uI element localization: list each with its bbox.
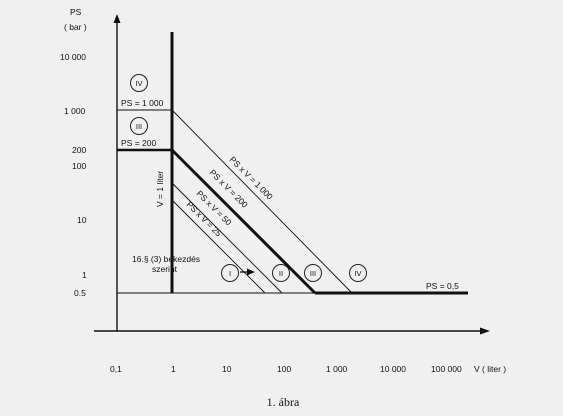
x-axis-arrow bbox=[480, 327, 490, 335]
x-tick-label: 0,1 bbox=[110, 364, 122, 374]
psv-50-line bbox=[171, 182, 283, 294]
ps-1000-label: PS = 1 000 bbox=[121, 98, 164, 108]
x-tick-label: 1 bbox=[171, 364, 176, 374]
x-tick-label: 10 000 bbox=[380, 364, 406, 374]
ps-0-5-label: PS = 0,5 bbox=[426, 281, 459, 291]
ps-200-label: PS = 200 bbox=[121, 138, 156, 148]
category-ii-label: II bbox=[279, 269, 283, 278]
category-iv-top-marker: IV bbox=[130, 74, 148, 92]
x-axis-title: V ( liter ) bbox=[474, 364, 506, 374]
psv-1000-line bbox=[171, 109, 353, 294]
note-line-1: 16.§ (3) bekezdés bbox=[132, 254, 200, 264]
x-tick-label: 10 bbox=[222, 364, 232, 374]
category-i-marker: I bbox=[221, 264, 239, 282]
y-axis-arrow bbox=[113, 14, 121, 23]
psv-25-line bbox=[171, 199, 266, 294]
note-line-2: szerint bbox=[152, 264, 178, 274]
category-ii-marker: II bbox=[272, 264, 290, 282]
y-tick-label: 1 bbox=[82, 270, 87, 280]
y-axis-unit: ( bar ) bbox=[64, 22, 87, 32]
category-iv-top-label: IV bbox=[135, 79, 142, 88]
note-arrow-head bbox=[247, 268, 255, 276]
y-tick-label: 100 bbox=[72, 161, 86, 171]
y-tick-label: 200 bbox=[72, 145, 86, 155]
y-tick-label: 10 000 bbox=[60, 52, 86, 62]
x-tick-label: 1 000 bbox=[326, 364, 348, 374]
psv-200-line bbox=[170, 148, 317, 295]
y-tick-label: 0.5 bbox=[74, 288, 86, 298]
x-tick-label: 100 000 bbox=[431, 364, 462, 374]
x-tick-label: 100 bbox=[277, 364, 291, 374]
category-iii-top-marker: III bbox=[130, 117, 148, 135]
category-iii-label: III bbox=[310, 269, 316, 278]
y-tick-label: 1 000 bbox=[64, 106, 86, 116]
category-iii-top-label: III bbox=[136, 122, 142, 131]
category-iii-marker: III bbox=[304, 264, 322, 282]
figure-caption: 1. ábra bbox=[267, 395, 300, 409]
category-i-label: I bbox=[229, 269, 231, 278]
y-tick-label: 10 bbox=[77, 215, 87, 225]
category-iv-marker: IV bbox=[349, 264, 367, 282]
y-axis-title: PS bbox=[70, 7, 82, 17]
category-iv-label: IV bbox=[354, 269, 361, 278]
v-1-liter-label: V = 1 liter bbox=[155, 171, 165, 207]
